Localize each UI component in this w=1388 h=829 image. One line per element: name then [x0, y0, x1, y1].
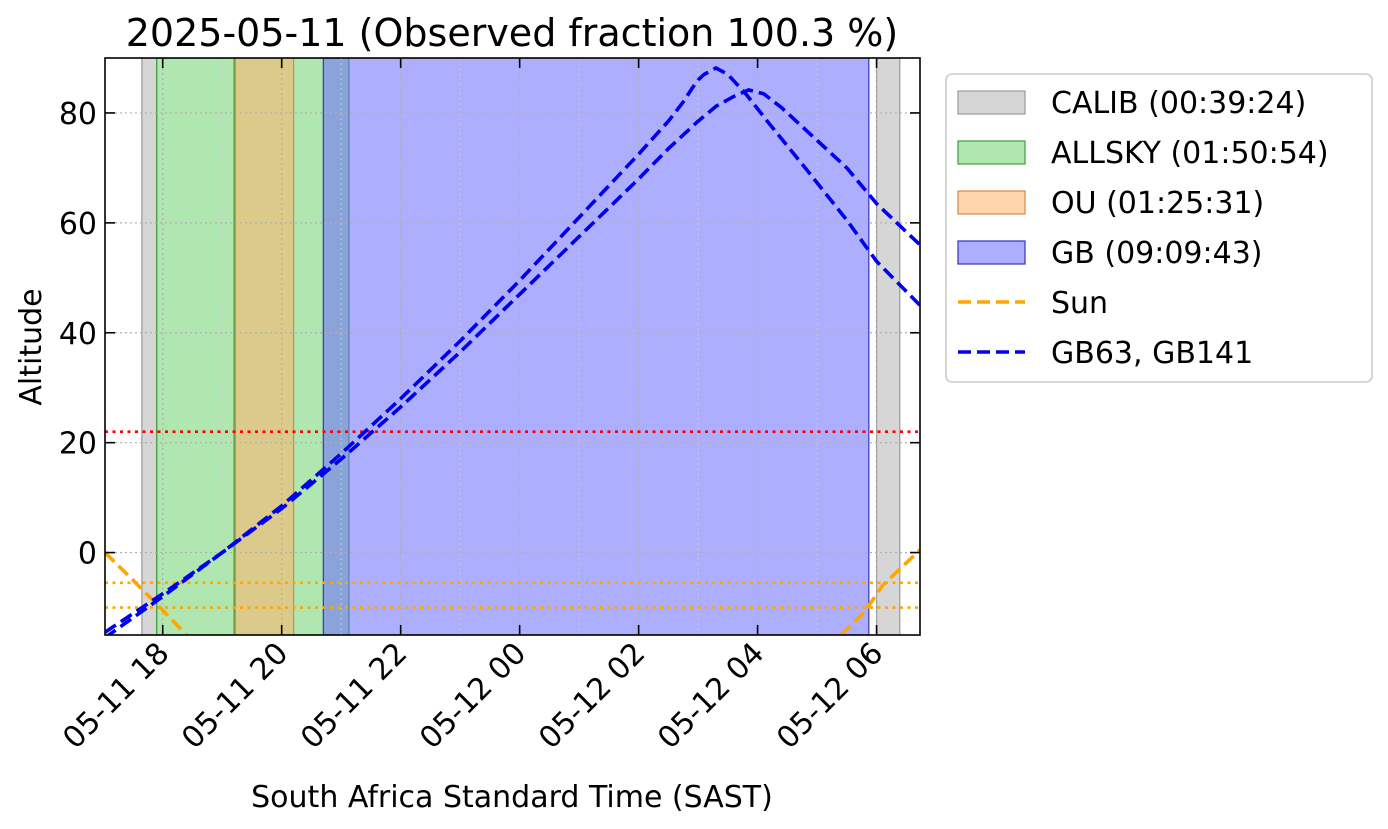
observation-spans — [141, 58, 901, 635]
legend-label-3: GB (09:09:43) — [1051, 236, 1263, 271]
series-lines — [105, 66, 920, 635]
legend-label-1: ALLSKY (01:50:54) — [1051, 136, 1329, 171]
y-axis-label: Altitude — [14, 288, 49, 405]
legend-swatch-1 — [957, 140, 1026, 165]
span-1-0 — [156, 58, 236, 635]
legend-label-4: Sun — [1051, 286, 1108, 321]
grid — [105, 58, 920, 635]
y-tick-label: 0 — [78, 537, 97, 572]
x-axis-label: South Africa Standard Time (SAST) — [251, 780, 773, 815]
legend-box — [945, 73, 1373, 383]
legend-swatch-3 — [957, 240, 1026, 265]
series-line-1-0 — [105, 88, 920, 634]
legend-label-0: CALIB (00:39:24) — [1051, 86, 1306, 121]
y-tick-label: 40 — [59, 317, 97, 352]
plot-frame — [104, 57, 921, 636]
threshold-lines — [105, 430, 920, 609]
y-tick-label: 80 — [59, 97, 97, 132]
span-3-0 — [322, 58, 870, 635]
legend-label-2: OU (01:25:31) — [1051, 186, 1264, 221]
series-line-0-1 — [839, 548, 920, 635]
span-0-0 — [141, 58, 158, 635]
chart-title: 2025-05-11 (Observed fraction 100.3 %) — [126, 11, 899, 55]
legend-swatch-0 — [957, 90, 1026, 115]
y-tick-label: 60 — [59, 207, 97, 242]
y-axis: 0 20 40 60 80 — [59, 97, 920, 572]
legend-swatch-2 — [957, 190, 1026, 215]
series-line-2-0 — [105, 66, 920, 635]
span-2-0 — [234, 58, 295, 635]
legend: CALIB (00:39:24) ALLSKY (01:50:54) OU (01:… — [945, 73, 1373, 383]
legend-label-5: GB63, GB141 — [1051, 336, 1253, 371]
span-0-1 — [875, 58, 901, 635]
y-tick-label: 20 — [59, 427, 97, 462]
series-line-0-0 — [105, 551, 188, 635]
